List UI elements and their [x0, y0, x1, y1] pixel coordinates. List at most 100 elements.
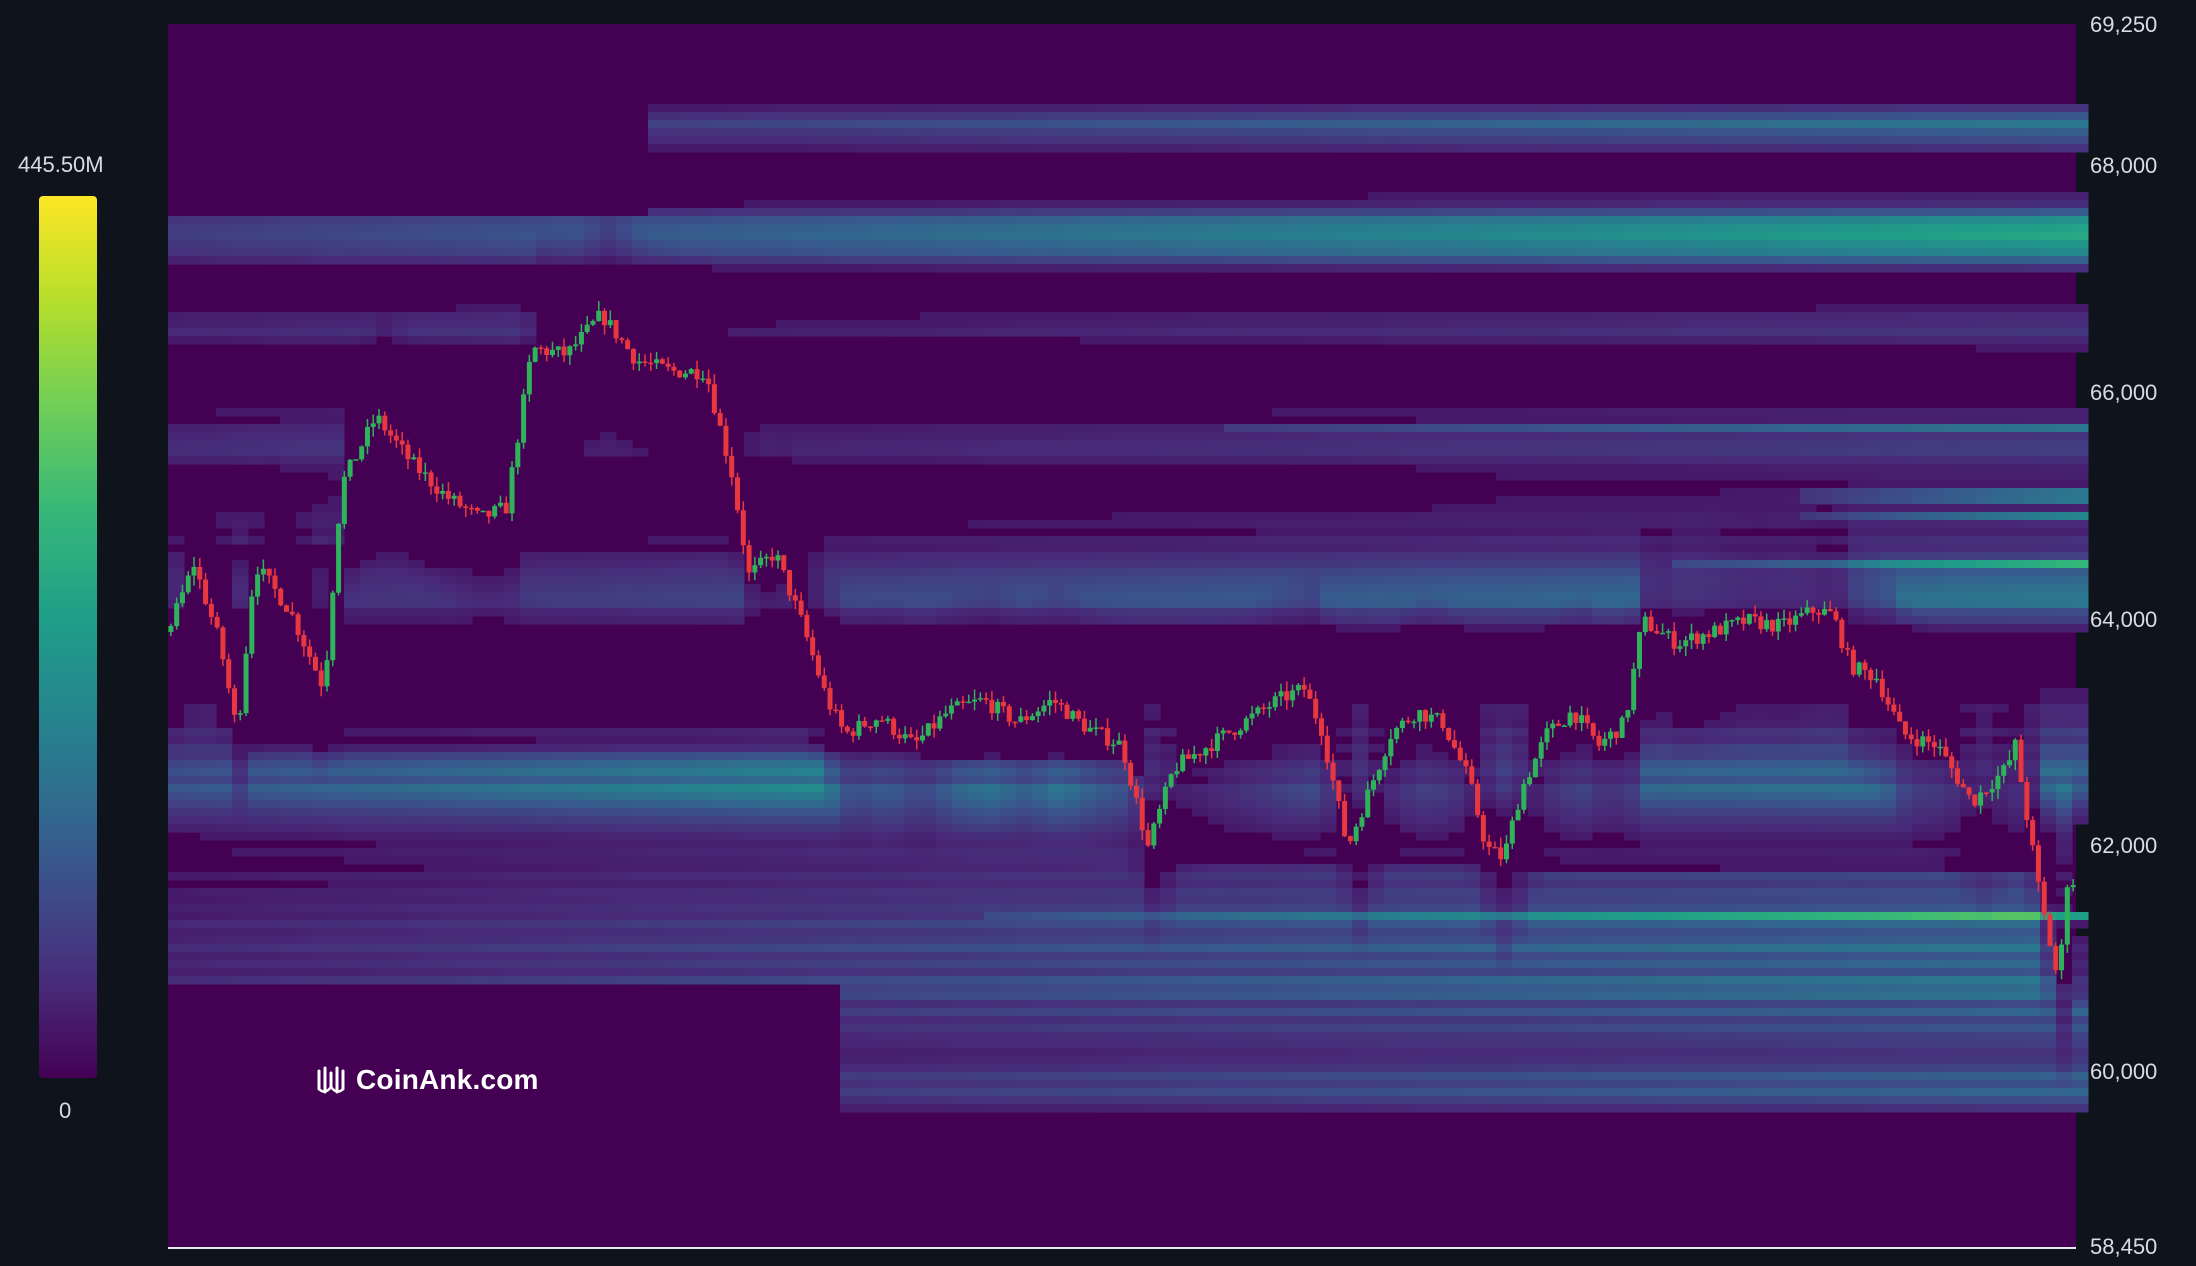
heatmap-cell [376, 568, 393, 577]
heatmap-cell [1352, 248, 1369, 257]
heatmap-cell [1032, 848, 1049, 857]
heatmap-cell [1256, 552, 1273, 561]
heatmap-cell [1384, 520, 1401, 529]
heatmap-cell [952, 792, 969, 801]
heatmap-cell [1208, 608, 1225, 617]
heatmap-cell [392, 592, 409, 601]
heatmap-cell [616, 824, 633, 833]
heatmap-cell [856, 784, 873, 793]
heatmap-cell [840, 248, 857, 257]
heatmap-cell [1064, 240, 1081, 249]
heatmap-cell [1144, 984, 1161, 993]
heatmap-cell [760, 832, 777, 841]
heatmap-cell [1400, 136, 1417, 145]
heatmap-cell [1032, 1000, 1049, 1009]
heatmap-cell [696, 128, 713, 137]
heatmap-cell [568, 856, 585, 865]
heatmap-cell [888, 776, 905, 785]
heatmap-cell [1400, 536, 1417, 545]
heatmap-cell [456, 216, 473, 225]
heatmap-cell [456, 792, 473, 801]
heatmap-cell [1256, 872, 1273, 881]
heatmap-cell [1400, 528, 1417, 537]
heatmap-cell [808, 928, 825, 937]
heatmap-cell [936, 232, 953, 241]
heatmap-cell [936, 568, 953, 577]
heatmap-cell [1192, 784, 1209, 793]
heatmap-cell [1256, 520, 1273, 529]
heatmap-cell [1384, 952, 1401, 961]
heatmap-cell [1000, 968, 1017, 977]
heatmap-cell [344, 920, 361, 929]
heatmap-cell [232, 240, 249, 249]
heatmap-cell [1336, 1088, 1353, 1097]
heatmap-cell [776, 232, 793, 241]
heatmap-cell [1144, 936, 1161, 945]
heatmap-cell [984, 1080, 1001, 1089]
heatmap-cell [888, 112, 905, 121]
heatmap-cell [1416, 528, 1433, 537]
heatmap-cell [1080, 336, 1097, 345]
heatmap-cell [1256, 776, 1273, 785]
heatmap-cell [280, 424, 297, 433]
heatmap-cell [184, 872, 201, 881]
heatmap-cell [1160, 432, 1177, 441]
heatmap-cell [696, 800, 713, 809]
heatmap-cell [952, 1016, 969, 1025]
heatmap-cell [1416, 800, 1433, 809]
heatmap-cell [408, 256, 425, 265]
heatmap-cell [520, 552, 537, 561]
heatmap-cell [1192, 560, 1209, 569]
heatmap-cell [920, 536, 937, 545]
heatmap-cell [1032, 840, 1049, 849]
heatmap-cell [1128, 560, 1145, 569]
heatmap-cell [1144, 712, 1161, 721]
heatmap-cell [1416, 872, 1433, 881]
heatmap-cell [1368, 424, 1385, 433]
heatmap-cell [1224, 1072, 1241, 1081]
heatmap-cell [1192, 208, 1209, 217]
heatmap-cell [200, 872, 217, 881]
heatmap-cell [536, 904, 553, 913]
heatmap-cell [1064, 1016, 1081, 1025]
heatmap-cell [1336, 232, 1353, 241]
heatmap-cell [1336, 200, 1353, 209]
heatmap-cell [632, 840, 649, 849]
heatmap-cell [1384, 896, 1401, 905]
heatmap-cell [376, 960, 393, 969]
heatmap-cell [328, 976, 345, 985]
heatmap-cell [1048, 856, 1065, 865]
heatmap-cell [1256, 328, 1273, 337]
heatmap-cell [840, 1032, 857, 1041]
heatmap-cell [1080, 616, 1097, 625]
heatmap-cell [1352, 448, 1369, 457]
heatmap-cell [1176, 968, 1193, 977]
heatmap-cell [936, 144, 953, 153]
heatmap-cell [1368, 224, 1385, 233]
heatmap-cell [664, 584, 681, 593]
heatmap-cell [424, 224, 441, 233]
heatmap-cell [712, 224, 729, 233]
heatmap-cell [1000, 904, 1017, 913]
heatmap-cell [200, 800, 217, 809]
heatmap-cell [1208, 216, 1225, 225]
heatmap-cell [1336, 784, 1353, 793]
heatmap-cell [1400, 312, 1417, 321]
heatmap-cell [1064, 944, 1081, 953]
heatmap-cell [1192, 144, 1209, 153]
heatmap-cell [1384, 264, 1401, 273]
heatmap-cell [648, 576, 665, 585]
heatmap-cell [200, 928, 217, 937]
heatmap-cell [696, 920, 713, 929]
heatmap-cell [1368, 440, 1385, 449]
heatmap-cell [1384, 248, 1401, 257]
heatmap-cell [1224, 888, 1241, 897]
heatmap-cell [1160, 1040, 1177, 1049]
heatmap-cell [1336, 136, 1353, 145]
heatmap-cell [536, 248, 553, 257]
heatmap-cell [296, 808, 313, 817]
heatmap-cell [504, 320, 521, 329]
heatmap-cell [1080, 1008, 1097, 1017]
heatmap-cell [1304, 744, 1321, 753]
heatmap-cell [584, 584, 601, 593]
